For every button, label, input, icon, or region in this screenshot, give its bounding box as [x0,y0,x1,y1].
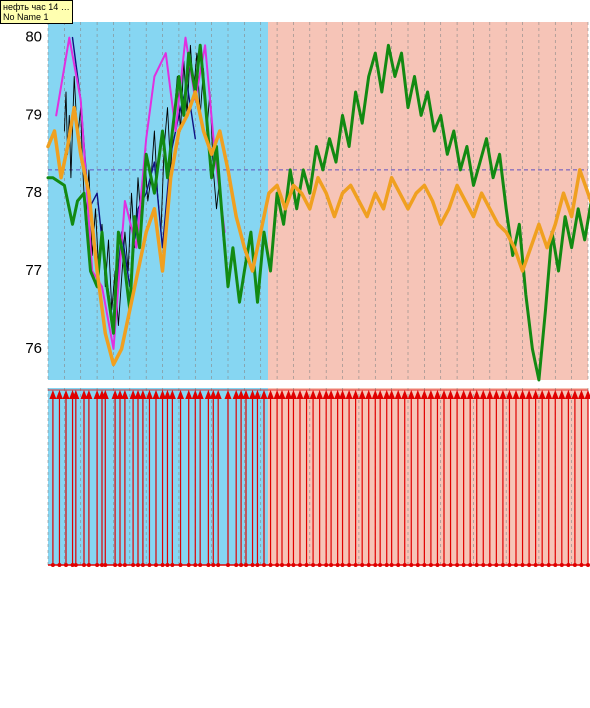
legend-box: нефть час 14 … No Name 1 [0,0,73,24]
legend-line-2: No Name 1 [3,12,70,22]
y-tick-label: 78 [25,184,42,201]
y-tick-label: 76 [25,340,42,357]
y-tick-label: 79 [25,106,42,123]
y-tick-label: 80 [25,29,42,46]
legend-line-1: нефть час 14 … [3,2,70,12]
chart-svg: 76 77 78 79 80 [0,0,590,708]
chart-container: нефть час 14 … No Name 1 76 77 78 79 80 [0,0,590,708]
y-tick-label: 77 [25,262,42,279]
